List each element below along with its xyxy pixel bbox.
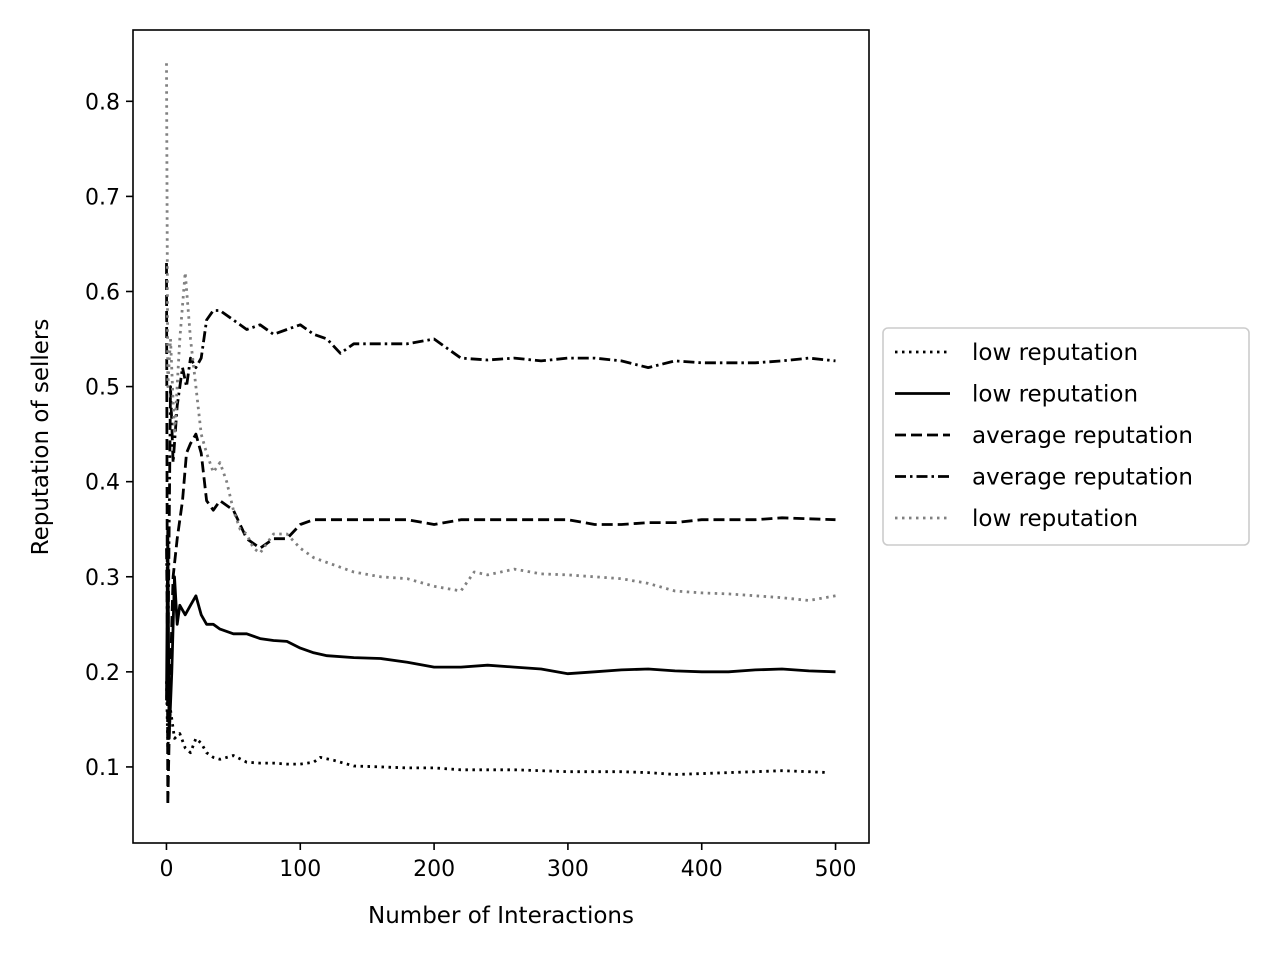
series-line-3 <box>165 262 836 807</box>
series-line-1 <box>165 681 829 776</box>
y-tick-label: 0.3 <box>85 566 120 591</box>
y-tick-label: 0.5 <box>85 376 120 401</box>
y-tick-label: 0.6 <box>85 280 120 305</box>
y-tick-label: 0.1 <box>85 756 120 781</box>
x-tick-label: 500 <box>815 857 857 882</box>
x-tick-label: 200 <box>413 857 455 882</box>
legend-box <box>882 327 1250 546</box>
y-tick-label: 0.4 <box>85 471 120 496</box>
series-layer <box>165 63 836 807</box>
x-tick-label: 400 <box>681 857 723 882</box>
legend-label-5: low reputation <box>972 506 1138 532</box>
y-axis-label: Reputation of sellers <box>28 319 54 556</box>
plot-area <box>132 29 870 844</box>
series-line-4 <box>165 309 836 674</box>
x-axis-label: Number of Interactions <box>368 903 634 929</box>
series-line-2 <box>165 527 836 740</box>
x-tick-label: 100 <box>279 857 321 882</box>
legend: low reputation low reputation average repu… <box>882 327 1250 546</box>
x-tick-label: 0 <box>159 857 173 882</box>
legend-label-3: average reputation <box>972 423 1193 449</box>
y-axis: 0.1 0.2 0.3 0.4 0.5 0.6 0.7 0.8 <box>85 90 133 781</box>
legend-label-4: average reputation <box>972 465 1193 491</box>
series-line-5 <box>165 63 836 602</box>
y-tick-label: 0.7 <box>85 185 120 210</box>
legend-label-1: low reputation <box>972 340 1138 366</box>
y-tick-label: 0.8 <box>85 90 120 115</box>
x-tick-label: 300 <box>547 857 589 882</box>
y-tick-label: 0.2 <box>85 661 120 686</box>
legend-label-2: low reputation <box>972 382 1138 408</box>
x-axis: 0 100 200 300 400 500 <box>159 843 857 882</box>
